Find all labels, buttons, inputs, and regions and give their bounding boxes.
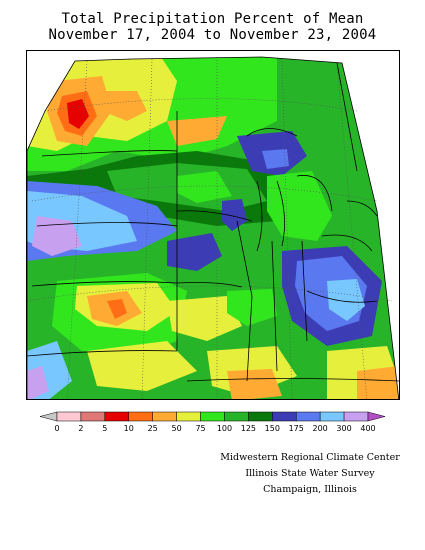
boundary-lake-michigan-west <box>256 180 263 252</box>
graticule-line <box>336 62 368 399</box>
legend-swatch <box>200 411 225 422</box>
legend-swatch <box>295 411 321 422</box>
color-legend: 0 2 5 10 25 50 75 100 125 150 175 200 300 400 <box>39 410 386 440</box>
legend-tick-label: 10 <box>124 424 134 433</box>
graticule-line <box>141 58 153 399</box>
boundary-lake-ontario <box>346 200 378 217</box>
legend-svg: 0 2 5 10 25 50 75 100 125 150 175 200 300 400 <box>39 411 386 433</box>
boundary-south <box>186 378 399 382</box>
legend-swatch <box>56 411 82 422</box>
boundary-nd-sd <box>41 150 178 157</box>
legend-swatch <box>248 411 273 422</box>
graticule-line <box>281 58 293 399</box>
contour-mi-lightblue <box>262 149 289 169</box>
legend-tick-label: 125 <box>241 424 256 433</box>
contour-central-blue <box>167 233 222 271</box>
precipitation-map-svg <box>27 56 399 399</box>
contour-sw-lavender <box>27 366 49 399</box>
legend-swatch <box>224 411 249 422</box>
legend-arrow-low <box>39 411 58 422</box>
boundary-lake-superior <box>246 128 298 137</box>
legend-tick-label: 50 <box>172 424 182 433</box>
legend-tick-label: 2 <box>78 424 83 433</box>
state-boundaries <box>27 62 399 382</box>
boundary-sd-ne <box>36 222 178 227</box>
legend-swatch <box>152 411 177 422</box>
legend-tick-label: 175 <box>289 424 304 433</box>
legend-swatch <box>319 411 345 422</box>
credit-location: Champaign, Illinois <box>263 484 357 495</box>
credit-survey: Illinois State Water Survey <box>245 468 375 479</box>
legend-swatch <box>176 411 201 422</box>
contour-mo-yellow <box>167 296 242 341</box>
legend-tick-label: 25 <box>148 424 158 433</box>
legend-swatch <box>104 411 130 422</box>
legend-swatch <box>343 411 369 422</box>
legend-tick-label: 0 <box>54 424 59 433</box>
boundary-il-in <box>271 240 278 372</box>
precip-contours <box>27 57 399 399</box>
contour-wi-blue <box>222 199 247 231</box>
contour-south-yellow <box>87 341 197 391</box>
boundary-ia-mo <box>176 282 243 288</box>
contour-il-south-green <box>227 289 277 326</box>
legend-tick-label: 400 <box>360 424 375 433</box>
map-date-range: November 17, 2004 to November 23, 2004 <box>48 27 377 43</box>
graticule-line <box>44 98 358 112</box>
boundary-in-oh <box>301 240 308 342</box>
contour-mn-orange <box>167 116 227 146</box>
boundary-canada <box>336 62 358 172</box>
legend-swatch <box>128 411 153 422</box>
contour-ks-red-orange <box>107 299 127 319</box>
boundary-lake-huron <box>296 175 333 212</box>
boundary-lake-erie <box>321 234 373 252</box>
boundary-ks-ok <box>27 350 178 357</box>
boundary-mn-ia <box>176 210 253 222</box>
legend-arrow-high <box>367 411 386 422</box>
map-title: Total Precipitation Percent of Mean <box>61 11 364 27</box>
legend-tick-label: 300 <box>336 424 351 433</box>
precipitation-map <box>26 50 400 400</box>
boundary-il-west <box>236 220 253 382</box>
credit-center: Midwestern Regional Climate Center <box>220 452 400 463</box>
contour-west-lavender <box>32 216 82 256</box>
legend-tick-label: 5 <box>102 424 107 433</box>
contour-se-orange <box>357 366 399 399</box>
legend-tick-label: 100 <box>217 424 232 433</box>
legend-tick-label: 75 <box>195 424 205 433</box>
graticule <box>27 57 393 399</box>
legend-swatch <box>272 411 297 422</box>
boundary-ohio-river <box>306 290 378 303</box>
contour-south-orange <box>227 369 282 399</box>
legend-swatch <box>80 411 106 422</box>
region-outline <box>27 56 399 399</box>
legend-tick-label: 200 <box>313 424 328 433</box>
boundary-lake-michigan-east <box>276 180 285 247</box>
contour-ia-lightgreen <box>177 171 232 203</box>
contour-se-lightblue <box>327 279 365 321</box>
legend-tick-label: 150 <box>265 424 280 433</box>
graticule-line <box>31 185 378 202</box>
contour-nd-orange <box>102 91 147 121</box>
boundary-ne-ks <box>31 281 178 287</box>
